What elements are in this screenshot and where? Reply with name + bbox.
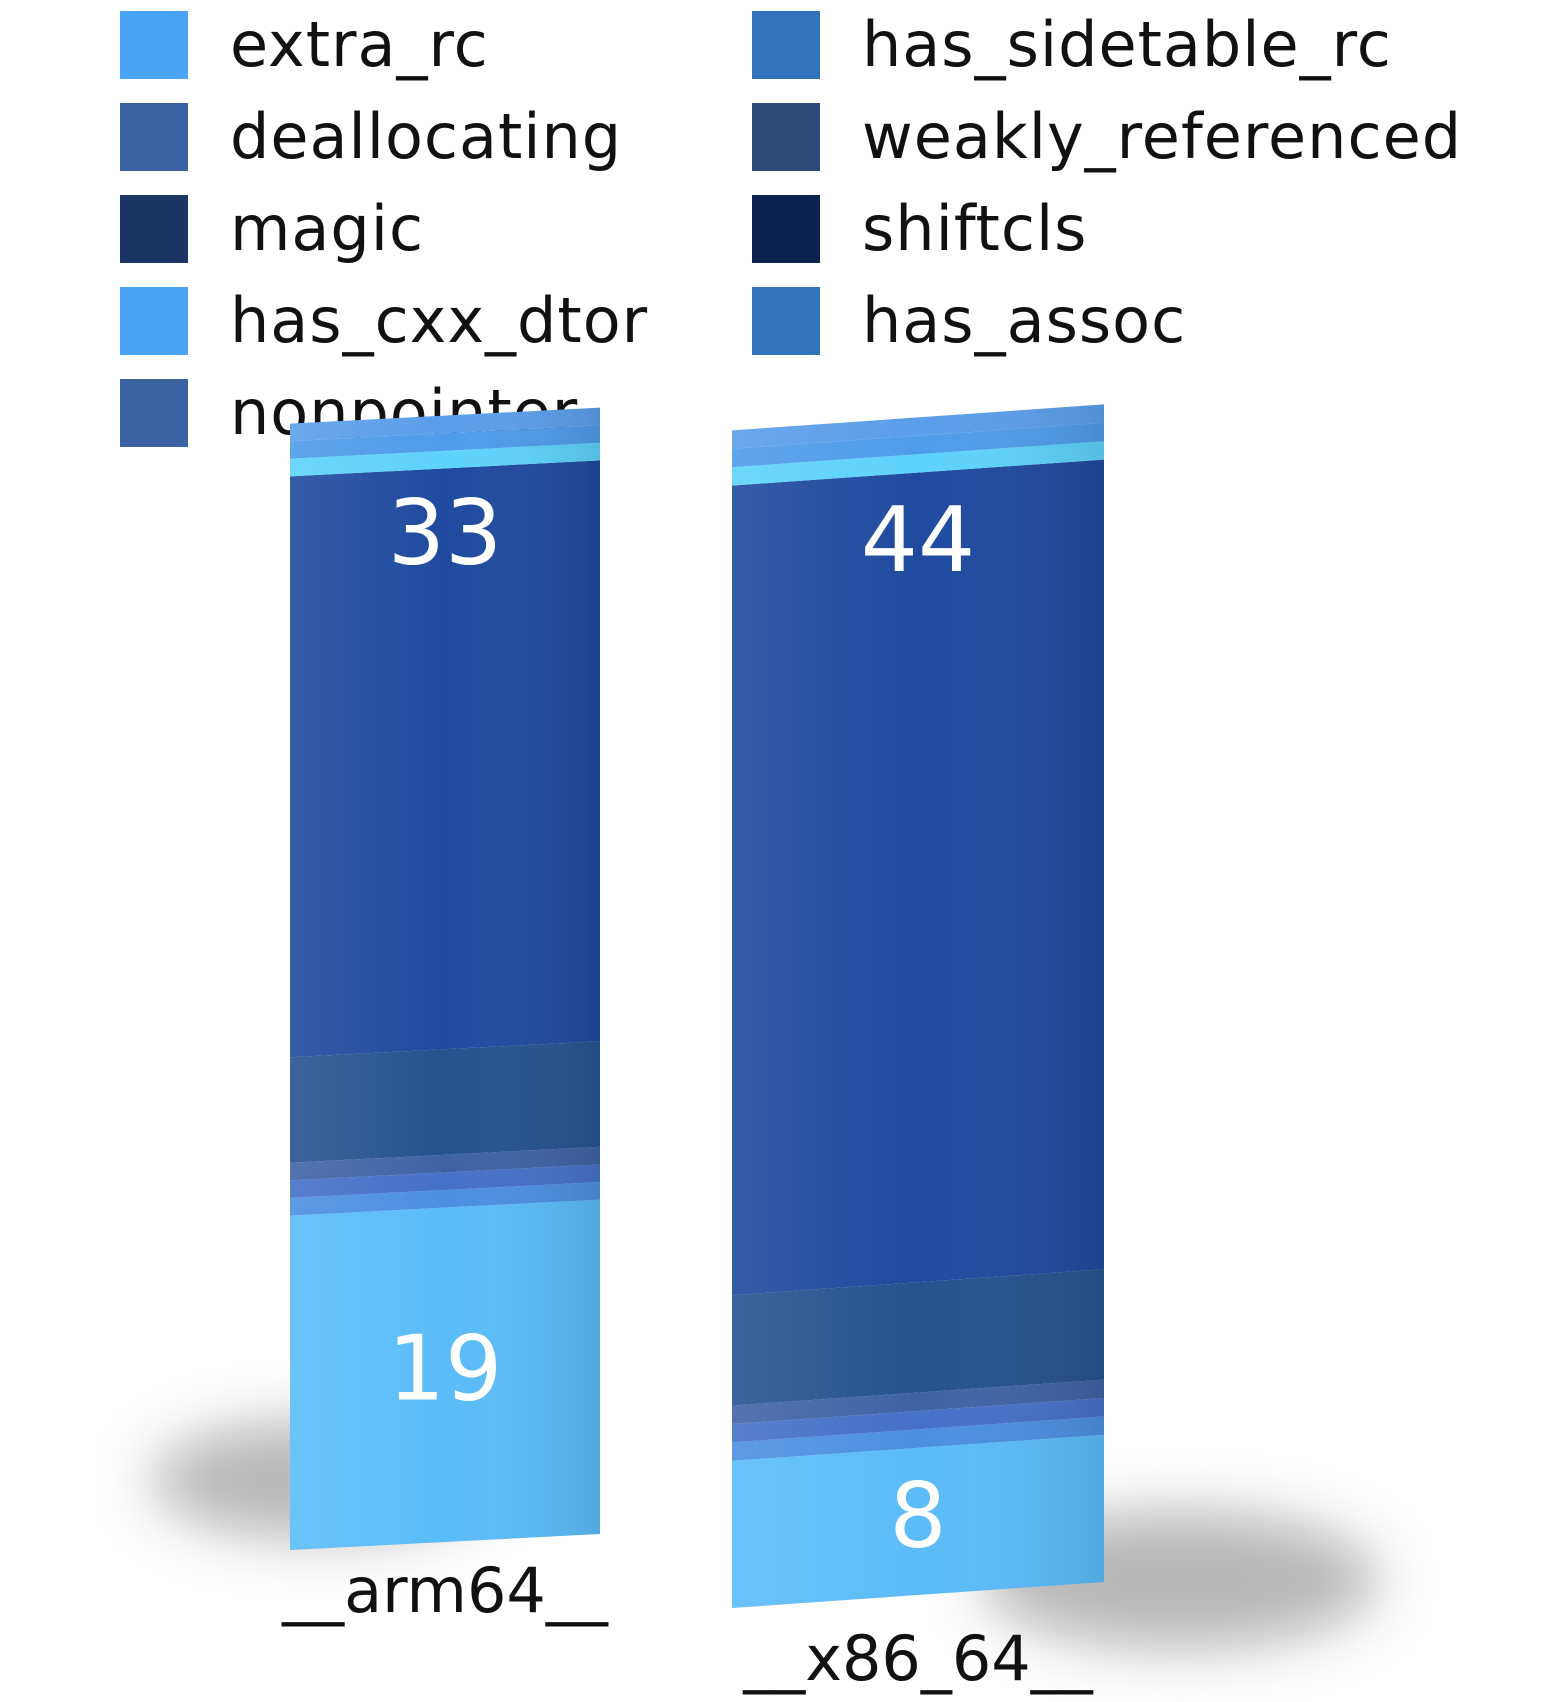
chart-legend: extra_rc has_sidetable_rc deallocating weak… (120, 10, 1520, 460)
legend-swatch (752, 287, 820, 355)
value-label-shiftcls: 33 (388, 481, 503, 586)
value-label-extra-rc: 19 (388, 1317, 503, 1422)
category-label: __x86_64__ (742, 1622, 1093, 1695)
bar-0 (290, 407, 600, 1551)
legend-item: weakly_referenced (752, 102, 1462, 172)
legend-label: has_assoc (862, 284, 1187, 357)
legend-item: magic (120, 194, 424, 264)
legend-swatch (120, 379, 188, 447)
legend-swatch (120, 11, 188, 79)
bar-shading (290, 407, 600, 1551)
legend-item: has_sidetable_rc (752, 10, 1392, 80)
legend-swatch (120, 195, 188, 263)
legend-label: has_sidetable_rc (862, 8, 1392, 81)
bars-group (290, 404, 1104, 1608)
legend-label: magic (230, 192, 425, 265)
value-label-extra-rc: 8 (889, 1463, 946, 1568)
legend-item: deallocating (120, 102, 622, 172)
legend-swatch (752, 103, 820, 171)
legend-item: shiftcls (752, 194, 1087, 264)
bar-shading (732, 404, 1104, 1608)
category-label: __arm64__ (281, 1554, 609, 1627)
value-label-shiftcls: 44 (861, 488, 976, 593)
legend-label: has_cxx_dtor (230, 284, 649, 357)
legend-label: weakly_referenced (862, 100, 1463, 173)
legend-item: extra_rc (120, 10, 489, 80)
legend-label: extra_rc (230, 8, 489, 81)
bar-1 (732, 404, 1104, 1608)
legend-label: deallocating (230, 100, 623, 173)
category-labels-group: __arm64__ __x86_64__ (281, 1554, 1094, 1695)
legend-label: shiftcls (862, 192, 1088, 265)
legend-swatch (120, 103, 188, 171)
legend-item: has_cxx_dtor (120, 286, 648, 356)
legend-item: has_assoc (752, 286, 1186, 356)
value-labels-group: 19 33 8 44 (388, 481, 976, 1569)
legend-swatch (752, 195, 820, 263)
legend-swatch (120, 287, 188, 355)
legend-swatch (752, 11, 820, 79)
